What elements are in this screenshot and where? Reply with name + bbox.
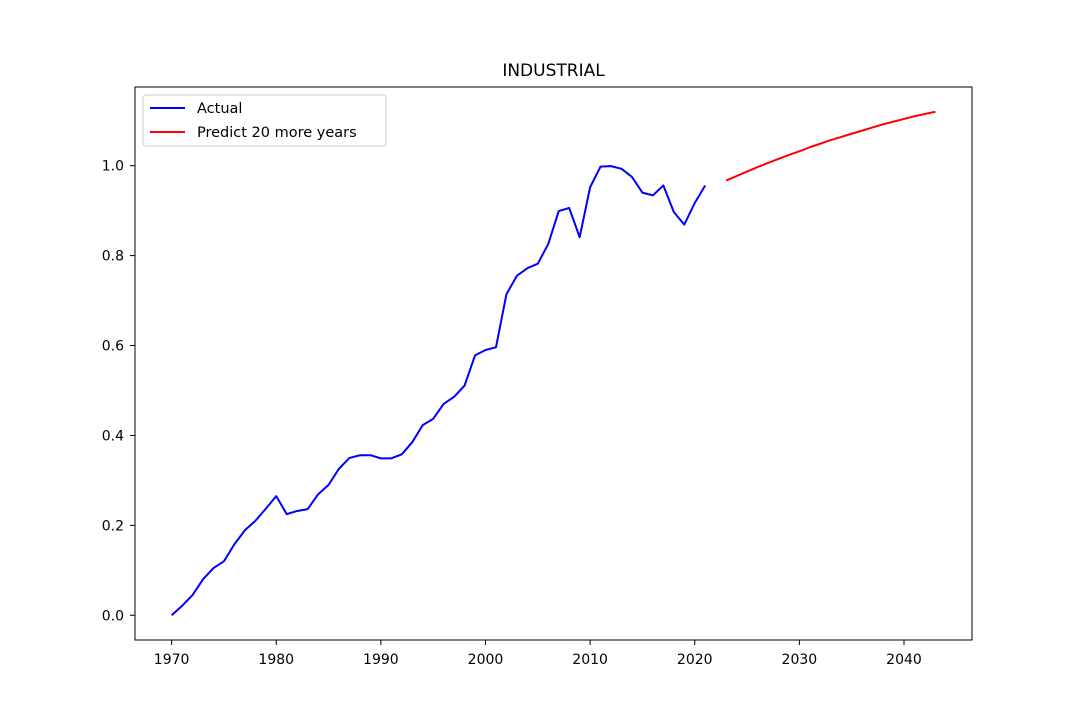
series-line-2 (725, 110, 936, 182)
y-tick-label: 0.2 (102, 518, 124, 534)
x-tick-label: 1990 (363, 652, 399, 668)
x-tick-label: 2000 (468, 652, 504, 668)
y-tick-label: 1.0 (102, 159, 124, 175)
series-line-1 (170, 165, 707, 617)
axes-frame (134, 86, 973, 641)
x-tick-label: 2040 (886, 652, 922, 668)
y-tick-label: 0.6 (102, 339, 124, 355)
x-tick-label: 1970 (154, 652, 190, 668)
plot-area: 1970 1980 1990 2000 2010 2020 2030 2040 0.0 0.2 0.… (102, 86, 973, 668)
x-tick-label: 1980 (258, 652, 294, 668)
x-tick-label: 2030 (782, 652, 818, 668)
y-tick-label: 0.0 (102, 608, 124, 624)
x-tick-label: 2020 (677, 652, 713, 668)
legend-box (142, 94, 387, 147)
x-tick-label: 2010 (572, 652, 608, 668)
legend-label-2: Predict 20 more years (197, 125, 357, 141)
legend-label-1: Actual (197, 101, 242, 117)
y-tick-label: 0.4 (102, 428, 124, 444)
y-tick-label: 0.8 (102, 249, 124, 265)
chart-title: INDUSTRIAL (502, 61, 605, 81)
